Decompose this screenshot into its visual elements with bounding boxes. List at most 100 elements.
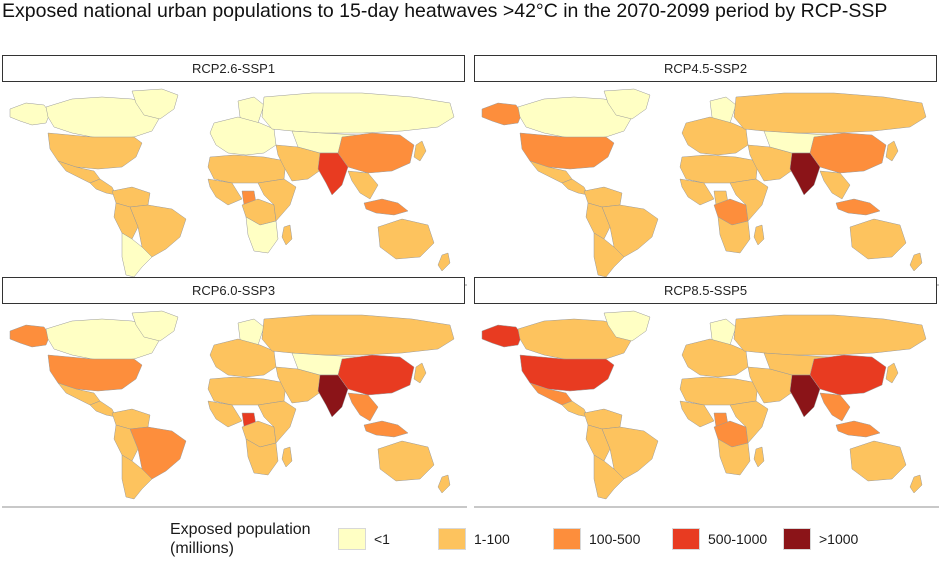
- region-central-america: [561, 178, 589, 196]
- region-indonesia: [835, 198, 881, 216]
- region-east-africa: [729, 178, 769, 222]
- panel-title: RCP8.5-SSP5: [474, 277, 937, 304]
- region-australia: [377, 218, 435, 260]
- region-usa: [47, 132, 143, 170]
- region-new-zealand: [437, 474, 451, 494]
- region-southeast-asia: [347, 392, 379, 422]
- region-argentina-chile: [593, 454, 625, 500]
- region-alaska: [481, 102, 523, 126]
- legend-label: <1: [374, 531, 390, 547]
- region-new-zealand: [909, 252, 923, 272]
- region-brazil: [601, 426, 659, 480]
- world-map: [474, 87, 939, 279]
- region-australia: [849, 440, 907, 482]
- region-europe: [209, 338, 277, 378]
- panel-divider: [2, 506, 467, 508]
- region-canada: [517, 96, 633, 140]
- region-alaska: [9, 102, 51, 126]
- world-map: [2, 309, 467, 501]
- map-panel: RCP6.0-SSP3: [2, 277, 467, 508]
- region-alaska: [481, 324, 523, 348]
- world-map: [474, 309, 939, 501]
- region-australia: [849, 218, 907, 260]
- region-canada: [45, 96, 161, 140]
- region-north-africa: [207, 154, 287, 184]
- panel-title: RCP2.6-SSP1: [2, 55, 465, 82]
- region-russia: [261, 92, 455, 134]
- region-west-africa: [679, 400, 715, 428]
- legend-label: >1000: [819, 531, 859, 547]
- region-europe: [681, 116, 749, 156]
- region-japan: [413, 140, 427, 162]
- region-russia: [733, 314, 927, 356]
- region-china: [809, 132, 887, 174]
- region-central-america: [89, 400, 117, 418]
- region-argentina-chile: [121, 454, 153, 500]
- region-southern-africa: [717, 216, 751, 254]
- region-southern-africa: [717, 438, 751, 476]
- region-madagascar: [281, 446, 293, 468]
- region-new-zealand: [437, 252, 451, 272]
- region-alaska: [9, 324, 51, 348]
- region-russia: [261, 314, 455, 356]
- region-russia: [733, 92, 927, 134]
- world-map-svg: [9, 310, 455, 500]
- legend-label: 100-500: [589, 531, 641, 547]
- legend-swatch: [338, 528, 366, 550]
- region-west-africa: [207, 400, 243, 428]
- region-europe: [681, 338, 749, 378]
- region-usa: [47, 354, 143, 392]
- panel-divider: [474, 506, 939, 508]
- region-brazil: [129, 204, 187, 258]
- legend-title: Exposed population (millions): [170, 521, 311, 557]
- region-madagascar: [753, 224, 765, 246]
- region-argentina-chile: [593, 232, 625, 278]
- region-southeast-asia: [819, 170, 851, 200]
- figure-title: Exposed national urban populations to 15…: [2, 0, 888, 22]
- world-map-svg: [481, 88, 927, 278]
- region-southeast-asia: [819, 392, 851, 422]
- world-map: [2, 87, 467, 279]
- legend-swatch: [783, 528, 811, 550]
- legend-label: 500-1000: [708, 531, 768, 547]
- region-east-africa: [257, 178, 297, 222]
- region-greenland: [131, 88, 179, 120]
- legend-swatch: [672, 528, 700, 550]
- region-greenland: [131, 310, 179, 342]
- region-southern-africa: [245, 216, 279, 254]
- region-europe: [209, 116, 277, 156]
- world-map-svg: [481, 310, 927, 500]
- region-china: [337, 132, 415, 174]
- map-panel: RCP4.5-SSP2: [474, 55, 939, 286]
- region-north-africa: [679, 376, 759, 406]
- region-greenland: [603, 310, 651, 342]
- region-china: [337, 354, 415, 396]
- region-new-zealand: [909, 474, 923, 494]
- region-canada: [517, 318, 633, 362]
- region-north-africa: [679, 154, 759, 184]
- region-japan: [413, 362, 427, 384]
- world-map-svg: [9, 88, 455, 278]
- map-panel: RCP2.6-SSP1: [2, 55, 467, 286]
- region-indonesia: [835, 420, 881, 438]
- region-central-america: [561, 400, 589, 418]
- region-canada: [45, 318, 161, 362]
- panel-title: RCP6.0-SSP3: [2, 277, 465, 304]
- legend-swatch: [438, 528, 466, 550]
- region-west-africa: [207, 178, 243, 206]
- panel-title: RCP4.5-SSP2: [474, 55, 937, 82]
- region-japan: [885, 362, 899, 384]
- region-north-africa: [207, 376, 287, 406]
- region-usa: [519, 132, 615, 170]
- region-east-africa: [257, 400, 297, 444]
- map-panel: RCP8.5-SSP5: [474, 277, 939, 508]
- region-brazil: [129, 426, 187, 480]
- region-west-africa: [679, 178, 715, 206]
- legend-label: 1-100: [474, 531, 510, 547]
- region-east-africa: [729, 400, 769, 444]
- region-southeast-asia: [347, 170, 379, 200]
- region-greenland: [603, 88, 651, 120]
- region-madagascar: [753, 446, 765, 468]
- region-usa: [519, 354, 615, 392]
- region-australia: [377, 440, 435, 482]
